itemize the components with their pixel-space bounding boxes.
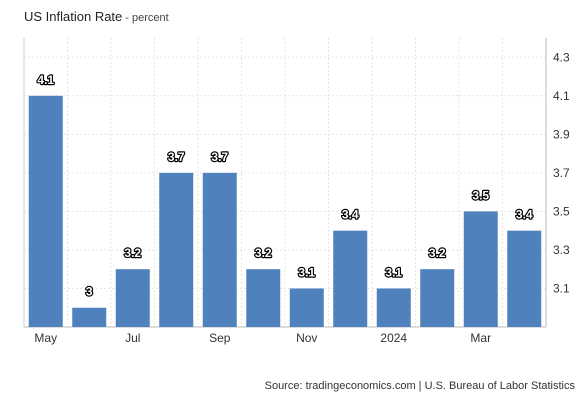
x-tick-label: Sep	[209, 331, 231, 345]
bar	[72, 307, 107, 327]
data-label: 3.5	[472, 188, 489, 202]
bar	[115, 269, 150, 327]
data-label: 3.7	[211, 150, 228, 164]
data-label: 3.7	[168, 150, 185, 164]
chart-title-block: US Inflation Rate - percent	[24, 8, 169, 26]
data-label: 3.2	[255, 246, 272, 260]
bar	[246, 269, 281, 327]
data-label: 3.4	[516, 208, 533, 222]
bar	[463, 211, 498, 327]
data-label: 3.1	[385, 265, 402, 279]
y-tick-label: 3.3	[553, 243, 570, 257]
bar	[28, 95, 63, 327]
bar	[289, 288, 324, 327]
x-tick-label: Jul	[125, 331, 140, 345]
x-tick-label: 2024	[380, 331, 407, 345]
chart-title: US Inflation Rate	[24, 9, 123, 24]
bar	[333, 230, 368, 327]
data-label: 3	[86, 285, 93, 299]
bar	[507, 230, 542, 327]
x-tick-label: Nov	[296, 331, 317, 345]
bar	[420, 269, 455, 327]
y-tick-label: 4.1	[553, 89, 570, 103]
chart-subtitle: - percent	[125, 12, 169, 24]
y-tick-label: 3.1	[553, 281, 570, 295]
data-label: 3.2	[429, 246, 446, 260]
y-tick-label: 3.7	[553, 166, 570, 180]
data-label: 3.1	[298, 265, 315, 279]
data-label: 3.4	[342, 208, 359, 222]
y-tick-label: 4.3	[553, 50, 570, 64]
bar	[202, 172, 237, 327]
bar	[376, 288, 411, 327]
y-tick-label: 3.5	[553, 204, 570, 218]
data-label: 4.1	[37, 73, 54, 87]
bar	[159, 172, 194, 327]
source-credit: Source: tradingeconomics.com | U.S. Bure…	[264, 380, 575, 392]
x-tick-label: Mar	[470, 331, 491, 345]
data-label: 3.2	[124, 246, 141, 260]
x-tick-label: May	[34, 331, 57, 345]
y-tick-label: 3.9	[553, 127, 570, 141]
